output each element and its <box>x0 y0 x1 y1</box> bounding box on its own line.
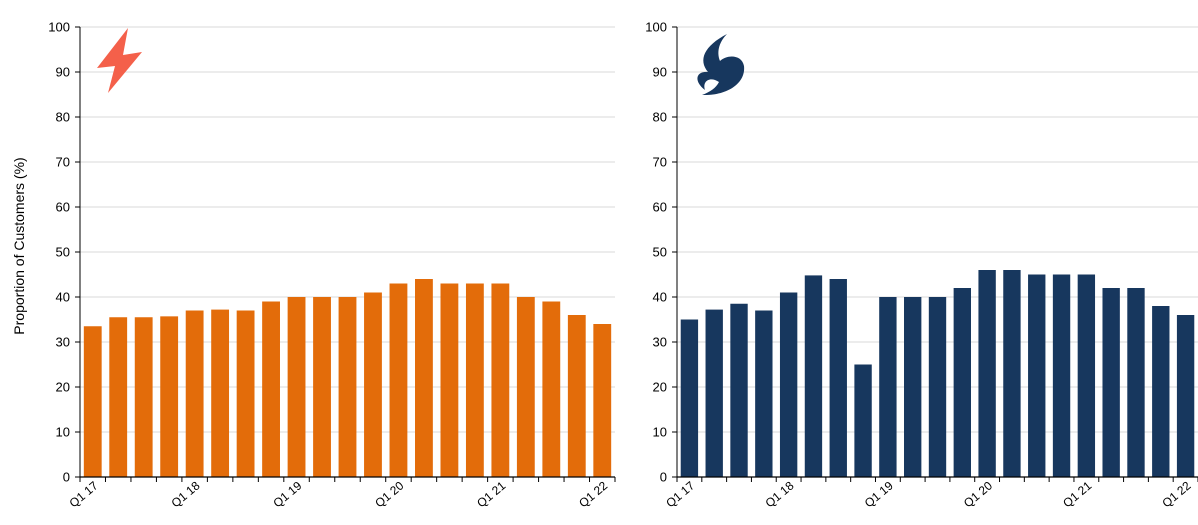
bar <box>1003 270 1021 477</box>
bar <box>211 309 230 477</box>
bar <box>854 364 872 477</box>
y-tick-label: 50 <box>56 245 70 260</box>
bar <box>904 297 922 477</box>
gas-chart-panel: 0 10 20 30 40 50 60 70 80 90 100 Q1 17 Q1 18 Q1 19 Q1 … <box>645 20 1198 510</box>
bar <box>338 297 357 477</box>
bar <box>262 301 280 477</box>
x-tick-label: Q1 22 <box>1159 478 1193 510</box>
x-tick-label: Q1 19 <box>270 478 304 510</box>
bar <box>542 301 561 477</box>
bar <box>1028 274 1046 477</box>
y-tick-label: 70 <box>653 155 667 170</box>
bar <box>313 297 331 477</box>
x-tick-label: Q1 18 <box>763 478 797 510</box>
bar <box>730 303 748 477</box>
bar <box>755 310 773 477</box>
bar <box>109 317 128 477</box>
bar <box>680 319 699 477</box>
bar <box>440 283 459 477</box>
y-tick-label: 80 <box>653 110 667 125</box>
bar <box>415 279 433 477</box>
bar <box>1152 306 1170 477</box>
x-tick-label: Q1 22 <box>576 478 610 510</box>
x-tick-label: Q1 21 <box>474 478 508 510</box>
bar <box>1052 274 1071 477</box>
bar <box>465 283 484 477</box>
y-tick-label: 90 <box>653 65 667 80</box>
bar <box>593 324 612 477</box>
y-tick-label: 80 <box>56 110 70 125</box>
gas-flame-icon <box>697 34 745 96</box>
bar <box>287 297 306 477</box>
y-tick-label: 50 <box>653 245 667 260</box>
x-tick-label: Q1 21 <box>1060 478 1094 510</box>
lightning-bolt-icon <box>97 28 142 93</box>
bar <box>134 317 153 477</box>
y-tick-label: 0 <box>63 470 70 485</box>
y-tick-label: 70 <box>56 155 70 170</box>
bar <box>1176 315 1195 477</box>
x-tick-label: Q1 17 <box>663 478 697 510</box>
bar <box>185 310 204 477</box>
bar <box>804 275 823 477</box>
bar <box>953 288 971 477</box>
x-tick-label: Q1 17 <box>67 478 101 510</box>
y-tick-label: 0 <box>660 470 667 485</box>
y-tick-label: 100 <box>48 20 70 35</box>
x-tick-label: Q1 19 <box>862 478 896 510</box>
y-tick-label: 10 <box>56 425 70 440</box>
y-axis-title: Proportion of Customers (%) <box>11 157 27 334</box>
x-tick-label: Q1 20 <box>961 478 995 510</box>
y-tick-label: 30 <box>653 335 667 350</box>
y-tick-label: 10 <box>653 425 667 440</box>
bar <box>364 292 382 477</box>
bar <box>1077 274 1096 477</box>
y-tick-label: 40 <box>653 290 667 305</box>
bar <box>879 297 897 477</box>
bar <box>1102 288 1120 477</box>
electricity-chart-panel: 0 10 20 30 40 50 60 70 80 90 100 Q1 17 Q1 18 Q1 19 Q1 … <box>48 20 616 510</box>
x-tick-label: Q1 18 <box>169 478 203 510</box>
bar <box>83 326 102 477</box>
bar <box>1127 288 1145 477</box>
bar <box>389 283 408 477</box>
y-tick-label: 60 <box>56 200 70 215</box>
y-tick-label: 100 <box>645 20 667 35</box>
y-tick-label: 20 <box>653 380 667 395</box>
bar <box>160 316 179 477</box>
x-tick-label: Q1 20 <box>372 478 406 510</box>
y-tick-label: 90 <box>56 65 70 80</box>
y-tick-label: 30 <box>56 335 70 350</box>
bar <box>978 270 996 477</box>
bar <box>516 297 535 477</box>
bar <box>491 283 510 477</box>
bar <box>928 297 947 477</box>
bar <box>705 309 723 477</box>
bar <box>829 279 847 477</box>
bar <box>236 310 255 477</box>
y-tick-label: 60 <box>653 200 667 215</box>
y-tick-label: 20 <box>56 380 70 395</box>
y-tick-label: 40 <box>56 290 70 305</box>
bar <box>567 315 586 477</box>
bar <box>779 292 798 477</box>
